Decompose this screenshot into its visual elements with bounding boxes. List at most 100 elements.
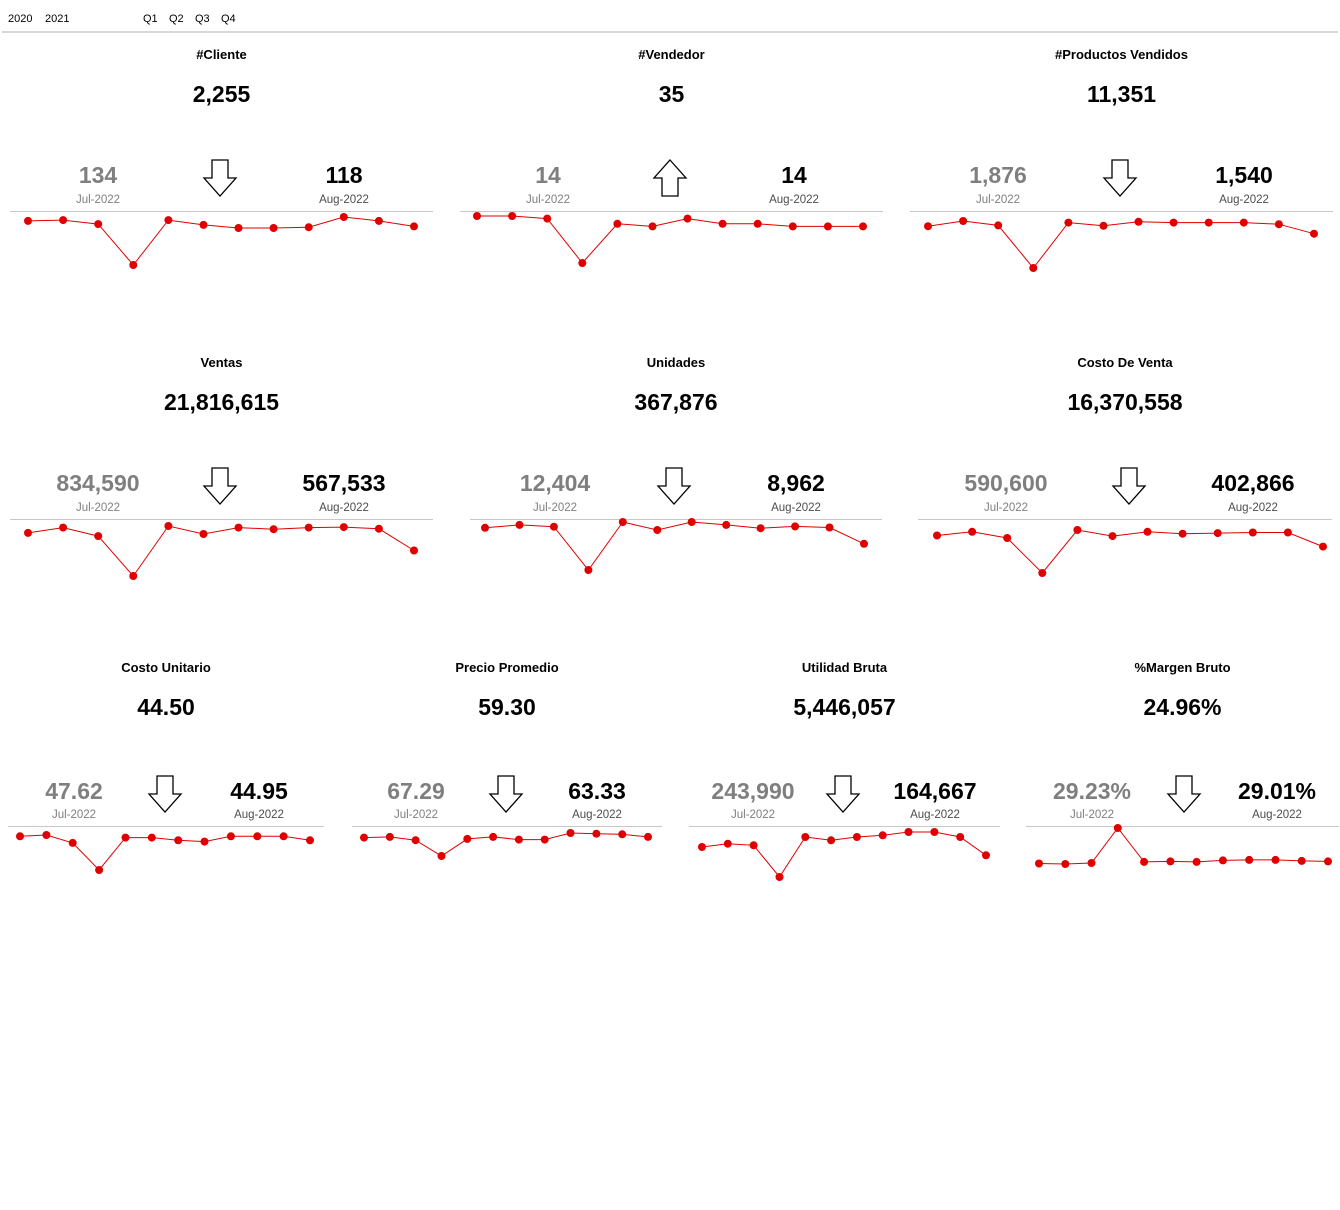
sparkline-point[interactable] <box>801 833 810 841</box>
sparkline-point[interactable] <box>1218 856 1227 865</box>
sparkline-point[interactable] <box>687 518 696 526</box>
sparkline-point[interactable] <box>930 828 939 836</box>
sparkline-point[interactable] <box>385 832 394 841</box>
sparkline-point[interactable] <box>618 830 627 839</box>
sparkline-point[interactable] <box>1029 264 1038 272</box>
sparkline-point[interactable] <box>410 546 418 555</box>
sparkline-point[interactable] <box>515 520 524 529</box>
sparkline-point[interactable] <box>1073 526 1082 534</box>
sparkline-point[interactable] <box>1108 532 1117 541</box>
sparkline-point[interactable] <box>644 832 652 841</box>
sparkline-point[interactable] <box>592 829 601 838</box>
sparkline-point[interactable] <box>59 216 68 225</box>
sparkline-point[interactable] <box>753 219 762 228</box>
sparkline-point[interactable] <box>1113 824 1122 832</box>
sparkline-point[interactable] <box>549 522 558 531</box>
sparkline-point[interactable] <box>16 832 24 841</box>
sparkline-point[interactable] <box>437 852 446 860</box>
sparkline-point[interactable] <box>1310 229 1318 238</box>
sparkline-point[interactable] <box>1192 857 1201 866</box>
sparkline-point[interactable] <box>540 835 549 844</box>
sparkline-point[interactable] <box>129 261 138 269</box>
sparkline-point[interactable] <box>791 522 800 531</box>
sparkline-point[interactable] <box>968 527 977 536</box>
filter-quarter-q1[interactable]: Q1 <box>143 13 158 25</box>
sparkline-point[interactable] <box>68 838 77 847</box>
sparkline-point[interactable] <box>683 214 692 223</box>
sparkline-point[interactable] <box>584 566 593 574</box>
sparkline-point[interactable] <box>1271 855 1280 864</box>
sparkline-point[interactable] <box>253 832 262 841</box>
sparkline-point[interactable] <box>1061 860 1070 868</box>
sparkline-point[interactable] <box>411 836 420 845</box>
sparkline-point[interactable] <box>788 222 797 231</box>
sparkline-point[interactable] <box>1143 527 1152 536</box>
sparkline-point[interactable] <box>648 222 657 231</box>
sparkline-point[interactable] <box>722 520 731 529</box>
sparkline-point[interactable] <box>234 224 243 232</box>
sparkline-point[interactable] <box>374 216 383 225</box>
sparkline-point[interactable] <box>269 224 278 232</box>
sparkline-point[interactable] <box>933 531 941 540</box>
sparkline-point[interactable] <box>1324 857 1332 866</box>
sparkline-point[interactable] <box>306 836 314 845</box>
sparkline-point[interactable] <box>959 217 968 225</box>
sparkline-point[interactable] <box>1319 542 1327 551</box>
sparkline-point[interactable] <box>543 214 552 223</box>
sparkline-point[interactable] <box>1169 218 1178 227</box>
sparkline-point[interactable] <box>1038 569 1047 577</box>
sparkline-point[interactable] <box>1140 857 1149 866</box>
sparkline-point[interactable] <box>1035 859 1043 868</box>
sparkline-point[interactable] <box>269 525 278 534</box>
sparkline-point[interactable] <box>982 851 990 860</box>
sparkline-point[interactable] <box>825 523 834 532</box>
sparkline-point[interactable] <box>374 524 383 533</box>
sparkline-point[interactable] <box>1297 856 1306 865</box>
sparkline-point[interactable] <box>199 530 208 538</box>
sparkline-point[interactable] <box>473 212 481 220</box>
sparkline-point[interactable] <box>756 524 765 533</box>
filter-quarter-q2[interactable]: Q2 <box>169 13 184 25</box>
sparkline-point[interactable] <box>508 212 517 220</box>
sparkline-point[interactable] <box>1204 218 1213 227</box>
sparkline-point[interactable] <box>1134 217 1143 226</box>
sparkline-point[interactable] <box>775 873 784 881</box>
sparkline-point[interactable] <box>859 222 867 231</box>
sparkline-point[interactable] <box>410 222 418 231</box>
sparkline-point[interactable] <box>852 833 861 841</box>
sparkline-point[interactable] <box>653 526 662 534</box>
sparkline-point[interactable] <box>339 213 348 221</box>
sparkline-point[interactable] <box>200 837 209 846</box>
sparkline-point[interactable] <box>234 523 243 532</box>
sparkline-point[interactable] <box>59 523 68 532</box>
sparkline-point[interactable] <box>1213 529 1222 538</box>
sparkline-point[interactable] <box>1166 857 1175 866</box>
sparkline-point[interactable] <box>994 221 1003 230</box>
sparkline-point[interactable] <box>463 834 472 843</box>
sparkline-point[interactable] <box>1064 218 1073 227</box>
sparkline-point[interactable] <box>613 219 622 228</box>
sparkline-point[interactable] <box>860 539 868 548</box>
sparkline-point[interactable] <box>1274 220 1283 229</box>
sparkline-point[interactable] <box>566 829 575 837</box>
sparkline-point[interactable] <box>94 532 103 541</box>
sparkline-point[interactable] <box>1248 528 1257 537</box>
sparkline-point[interactable] <box>164 216 173 225</box>
sparkline-point[interactable] <box>956 833 965 841</box>
sparkline-point[interactable] <box>1245 855 1254 864</box>
sparkline-point[interactable] <box>147 833 156 842</box>
sparkline-point[interactable] <box>698 843 706 851</box>
sparkline-point[interactable] <box>199 220 208 229</box>
sparkline-point[interactable] <box>1087 859 1096 867</box>
sparkline-point[interactable] <box>514 835 523 844</box>
sparkline-point[interactable] <box>174 836 183 845</box>
sparkline-point[interactable] <box>481 523 489 532</box>
filter-year-2021[interactable]: 2021 <box>45 13 70 25</box>
sparkline-point[interactable] <box>94 220 103 229</box>
sparkline-point[interactable] <box>823 222 832 231</box>
sparkline-point[interactable] <box>121 833 130 842</box>
filter-year-2020[interactable]: 2020 <box>8 13 33 25</box>
sparkline-point[interactable] <box>226 832 235 841</box>
sparkline-point[interactable] <box>95 866 104 874</box>
sparkline-point[interactable] <box>339 523 348 532</box>
